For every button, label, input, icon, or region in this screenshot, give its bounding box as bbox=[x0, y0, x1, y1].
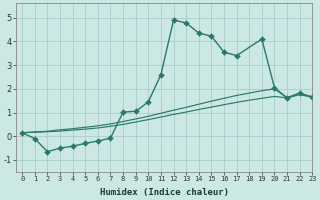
X-axis label: Humidex (Indice chaleur): Humidex (Indice chaleur) bbox=[100, 188, 228, 197]
